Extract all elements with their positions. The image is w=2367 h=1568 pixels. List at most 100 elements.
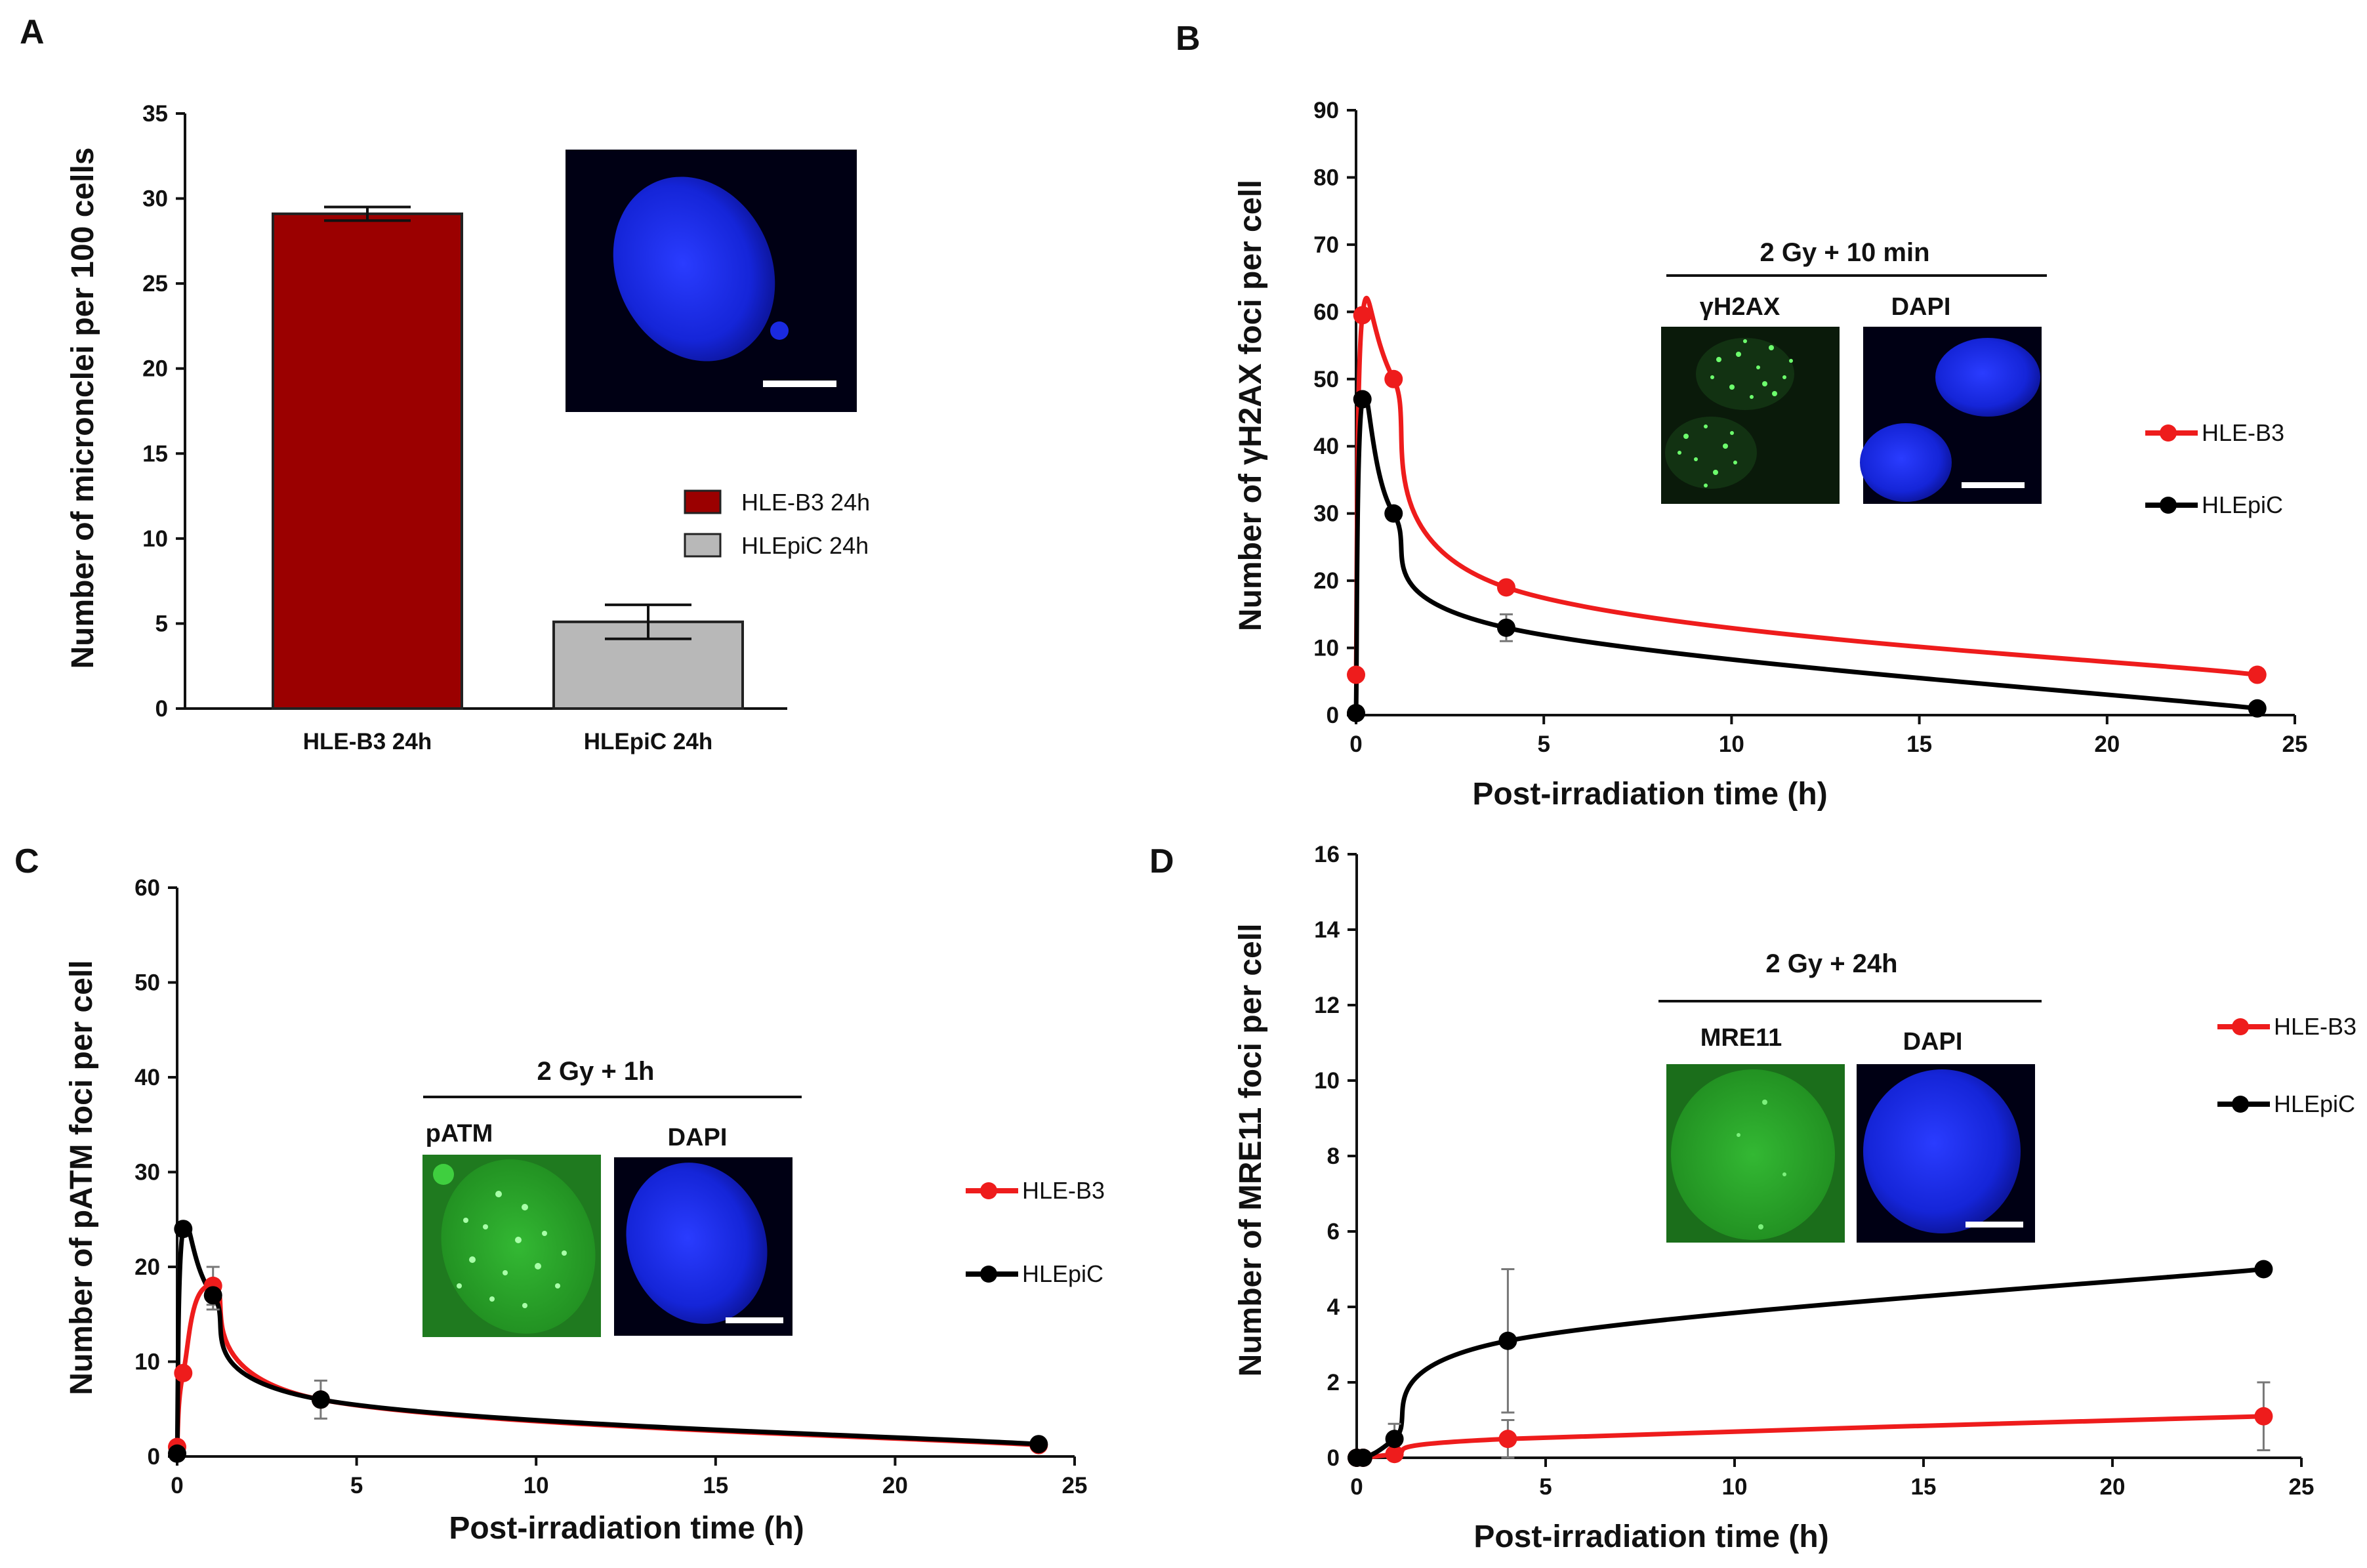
- panel-b-x-tick-label: 0: [1349, 732, 1362, 757]
- panel-b-inset-title: 2 Gy + 10 min: [1760, 238, 1929, 267]
- panel-letter-a: A: [20, 13, 45, 51]
- panel-b-y-axis-label: Number of γH2AX foci per cell: [1233, 180, 1268, 631]
- panel-b-dapi-image: [1860, 327, 2042, 504]
- panel-b-x-tick-label: 25: [2282, 732, 2308, 757]
- panel-d-y-axis-label: Number of MRE11 foci per cell: [1233, 924, 1268, 1377]
- panel-d-y-tick-label: 10: [1314, 1068, 1340, 1094]
- panel-c-scale-bar: [726, 1317, 783, 1323]
- panel-c-y-tick-label: 60: [134, 875, 160, 901]
- panel-b-point-hlepic: [1384, 504, 1403, 523]
- panel-c-inset-label-dapi: DAPI: [668, 1124, 728, 1151]
- panel-c-inset: 2 Gy + 1h pATM DAPI: [422, 1057, 802, 1337]
- panel-d-y-tick-label: 2: [1327, 1370, 1340, 1395]
- panel-b-legend: HLE-B3 HLEpiC: [2145, 419, 2284, 518]
- panel-d-legend-marker-hle-b3: [2232, 1018, 2249, 1035]
- panel-b-point-hlepic: [1496, 618, 1515, 637]
- panel-a-y-tick-label: 0: [155, 696, 168, 722]
- panel-b-point-hle-b3: [1353, 306, 1372, 325]
- panel-a-y-tick-label: 20: [142, 356, 168, 382]
- panel-c-y-tick-label: 20: [134, 1254, 160, 1280]
- panel-b-point-hlepic: [1353, 390, 1372, 409]
- panel-b-y-tick-label: 0: [1327, 703, 1339, 728]
- panel-a-x-tick-label: HLEpiC 24h: [584, 729, 712, 754]
- panel-b-point-hle-b3: [1384, 369, 1403, 388]
- panel-d-legend: HLE-B3 HLEpiC: [2217, 1013, 2357, 1117]
- panel-d-point-hlepic: [2254, 1260, 2273, 1279]
- panel-letter-d: D: [1149, 842, 1174, 880]
- panel-b-point-hle-b3: [1496, 578, 1515, 597]
- panel-a-x-tick-label: HLE-B3 24h: [303, 729, 432, 754]
- panel-c-point-hlepic: [174, 1220, 193, 1239]
- panel-c-y-tick-label: 50: [134, 970, 160, 996]
- panel-a-nucleus-image: [566, 150, 857, 412]
- panel-c-y-tick-label: 40: [134, 1065, 160, 1090]
- panel-c-point-hlepic: [168, 1444, 186, 1463]
- panel-d-dapi-image: [1857, 1064, 2035, 1243]
- panel-d-axes: 0 2 4 6 8 10 12 14 16 0 5 10 15 20 25: [1314, 842, 2314, 1500]
- panel-d-legend-label-hle-b3: HLE-B3: [2274, 1013, 2357, 1040]
- panel-c-legend-label-hle-b3: HLE-B3: [1022, 1177, 1105, 1204]
- panel-d-series: [1348, 1260, 2273, 1467]
- panel-a-legend-label-hlepic: HLEpiC 24h: [741, 532, 869, 559]
- panel-c-axes: 0 10 20 30 40 50 60 0 5 10 15 20 25: [134, 875, 1087, 1498]
- panel-c-point-hle-b3: [174, 1363, 193, 1382]
- panel-b-point-hlepic: [1347, 703, 1365, 722]
- panel-c-x-tick-label: 15: [703, 1473, 728, 1498]
- panel-b-y-tick-label: 60: [1313, 299, 1339, 325]
- panel-c-legend: HLE-B3 HLEpiC: [966, 1177, 1105, 1287]
- panel-c-x-axis-label: Post-irradiation time (h): [449, 1511, 804, 1546]
- panel-d-line-hle-b3: [1356, 1414, 2264, 1460]
- panel-b-y-tick-label: 10: [1313, 636, 1339, 661]
- panel-a-bar-chart: 0 5 10 15 20 25 30 35 HLE-B3 24h HLEpiC 24h Numb…: [66, 101, 870, 754]
- panel-d-inset: 2 Gy + 24h MRE11 DAPI: [1658, 949, 2042, 1243]
- panel-c-line-chart: 0 10 20 30 40 50 60 0 5 10 15 20 25 Number of pATM f…: [64, 875, 1105, 1546]
- panel-c-legend-marker-hlepic: [980, 1266, 997, 1283]
- panel-b-x-tick-label: 15: [1906, 732, 1932, 757]
- panel-c-point-hlepic: [203, 1286, 222, 1305]
- panel-d-x-tick-label: 20: [2100, 1474, 2126, 1500]
- panel-c-y-axis-label: Number of pATM foci per cell: [64, 960, 99, 1395]
- panel-d-mre11-image: [1666, 1064, 1845, 1243]
- panel-d-y-tick-label: 0: [1327, 1445, 1340, 1471]
- panel-b-y-tick-label: 20: [1313, 568, 1339, 594]
- panel-a-bars: HLE-B3 24h HLEpiC 24h: [272, 205, 744, 754]
- panel-d-legend-label-hlepic: HLEpiC: [2274, 1090, 2355, 1117]
- panel-d-x-tick-label: 5: [1539, 1474, 1552, 1500]
- panel-a-legend-label-hle-b3: HLE-B3 24h: [741, 489, 870, 516]
- panel-d-legend-marker-hlepic: [2232, 1096, 2249, 1113]
- panel-b-inset-label-dapi: DAPI: [1891, 293, 1951, 321]
- panel-c-legend-label-hlepic: HLEpiC: [1022, 1260, 1103, 1287]
- panel-b-scale-bar: [1962, 482, 2025, 488]
- panel-a-legend-swatch-hlepic: [684, 533, 722, 558]
- panel-a-y-tick-label: 30: [142, 186, 168, 212]
- panel-c-dapi-image: [614, 1157, 792, 1336]
- panel-a-y-tick-label: 10: [142, 526, 168, 552]
- panel-d-point-hlepic: [1353, 1449, 1372, 1467]
- panel-c-x-tick-label: 0: [171, 1473, 183, 1498]
- panel-a-y-axis-label: Number of micronclei per 100 cells: [66, 148, 100, 669]
- panel-c-line-hlepic: [175, 1220, 1039, 1454]
- panel-c-x-tick-label: 20: [882, 1473, 908, 1498]
- panel-d-x-tick-label: 0: [1350, 1474, 1363, 1500]
- panel-c-y-tick-label: 10: [134, 1350, 160, 1375]
- panel-a-legend: HLE-B3 24h HLEpiC 24h: [684, 489, 870, 559]
- panel-b-legend-label-hlepic: HLEpiC: [2202, 491, 2283, 518]
- panel-b-point-hle-b3: [1347, 665, 1365, 684]
- panel-d-inset-label-stain: MRE11: [1700, 1024, 1782, 1052]
- panel-b-x-tick-label: 20: [2094, 732, 2120, 757]
- panel-d-y-tick-label: 8: [1327, 1144, 1340, 1169]
- panel-b-point-hlepic: [2248, 699, 2267, 718]
- panel-d-point-hle-b3: [1385, 1445, 1404, 1464]
- panel-c-patm-image: [422, 1155, 601, 1337]
- panel-d-inset-title: 2 Gy + 24h: [1765, 949, 1897, 978]
- panel-d-point-hle-b3: [1498, 1430, 1517, 1449]
- panel-d-inset-label-dapi: DAPI: [1903, 1028, 1963, 1056]
- panel-b-inset-label-stain: γH2AX: [1700, 293, 1780, 321]
- panel-d-y-tick-label: 14: [1314, 917, 1340, 943]
- panel-a-bar-hle-b3: [272, 212, 463, 710]
- panel-c-x-tick-label: 10: [524, 1473, 549, 1498]
- panel-d-y-tick-label: 12: [1314, 993, 1340, 1018]
- panel-c-point-hlepic: [1029, 1435, 1048, 1454]
- panel-b-point-hle-b3: [2248, 665, 2267, 684]
- panel-c-inset-title: 2 Gy + 1h: [537, 1057, 655, 1086]
